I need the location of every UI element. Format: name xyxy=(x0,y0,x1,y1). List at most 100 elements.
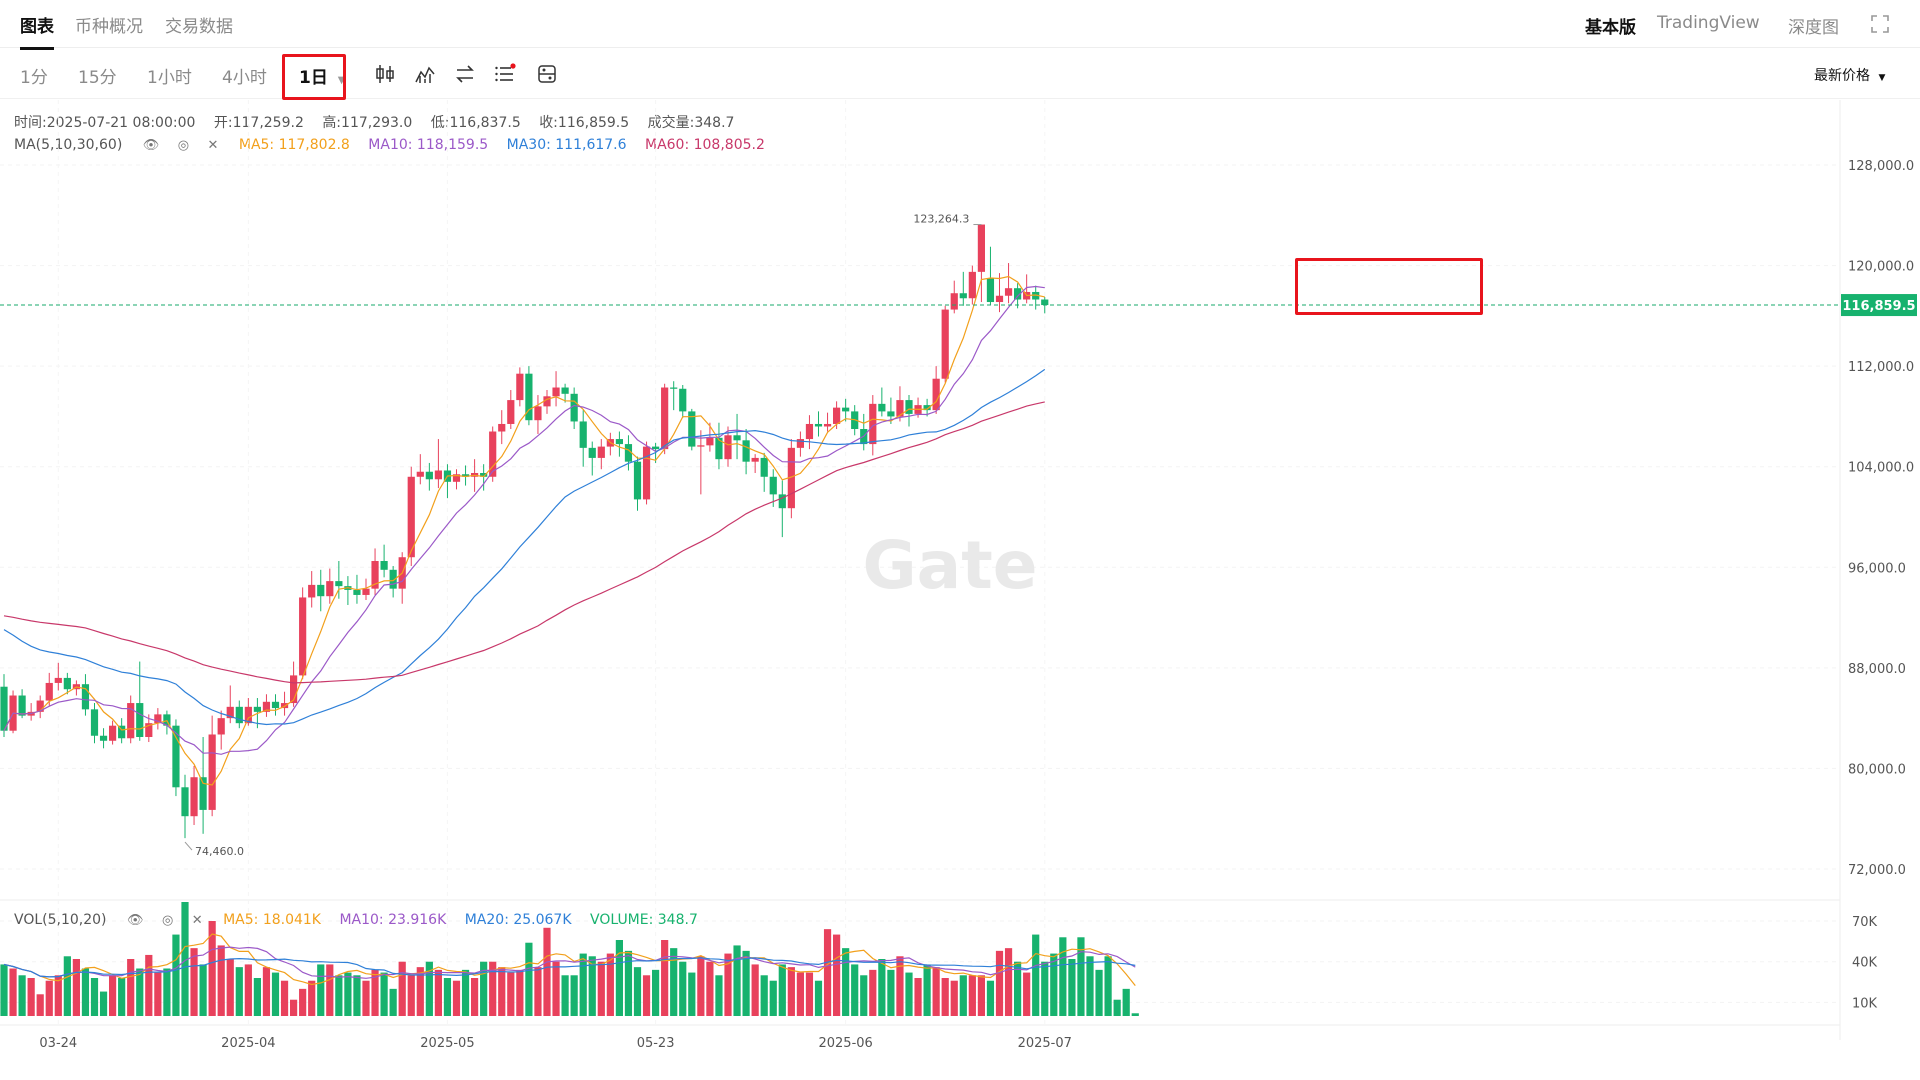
interval-4h[interactable]: 4小时 xyxy=(222,68,267,88)
volume-bar xyxy=(461,969,470,1016)
volume-bar xyxy=(181,902,189,1016)
price-tick-label: 112,000.0 xyxy=(1848,360,1914,375)
ma-legend-title: MA(5,10,30,60) xyxy=(14,137,123,153)
volume-bar xyxy=(380,972,388,1016)
volume-bar xyxy=(733,945,741,1016)
price-type-select[interactable]: 最新价格 ▼ xyxy=(1814,65,1885,85)
volume-bar xyxy=(99,991,108,1016)
volume-bar xyxy=(1023,972,1031,1016)
price-tick-label: 120,000.0 xyxy=(1848,260,1914,275)
ohlc-close: 收:116,859.5 xyxy=(539,115,629,131)
volume-bar xyxy=(923,964,931,1016)
volume-bar xyxy=(1077,937,1085,1016)
ma10-line xyxy=(3,285,1045,755)
candle-body xyxy=(1032,291,1040,300)
candle-body xyxy=(81,684,90,710)
volume-bar xyxy=(851,964,859,1016)
volume-bar xyxy=(905,972,913,1016)
volume-bar xyxy=(299,988,307,1016)
tab-coin-overview[interactable]: 币种概况 xyxy=(75,17,143,37)
candle-body xyxy=(154,714,162,724)
volume-tick-label: 40K xyxy=(1852,956,1878,971)
fullscreen-icon[interactable] xyxy=(1870,14,1890,34)
volume-bar xyxy=(489,961,497,1016)
tab-chart[interactable]: 图表 xyxy=(20,12,54,50)
ohlc-time-value: 2025-07-21 08:00:00 xyxy=(46,115,196,131)
indicator-icon[interactable] xyxy=(414,63,436,85)
tab-trading-data[interactable]: 交易数据 xyxy=(165,17,233,37)
candle-body xyxy=(425,471,433,480)
drawing-tools-icon[interactable] xyxy=(536,63,558,85)
candle-body xyxy=(842,407,850,412)
volume-bar xyxy=(217,945,225,1016)
volume-bar xyxy=(823,929,832,1016)
candle-body xyxy=(561,387,569,394)
candle-body xyxy=(932,378,940,411)
volume-bar xyxy=(235,967,243,1016)
candle-body xyxy=(45,682,53,701)
close-icon[interactable]: ✕ xyxy=(207,138,219,153)
interval-1d-label: 1日 xyxy=(299,68,328,88)
volume-bar xyxy=(172,934,180,1016)
tab-basic-version[interactable]: 基本版 xyxy=(1585,18,1636,38)
ma5-line xyxy=(3,275,1045,786)
volume-bar xyxy=(389,988,397,1016)
candlestick-type-icon[interactable] xyxy=(374,63,396,85)
volume-bar xyxy=(1032,934,1040,1016)
candle-body xyxy=(633,461,642,500)
close-icon[interactable]: ✕ xyxy=(191,913,203,928)
ohlc-close-label: 收: xyxy=(539,115,558,131)
min-price-pointer xyxy=(184,841,193,851)
volume-bar xyxy=(253,978,261,1016)
interval-1d[interactable]: 1日 ▼ xyxy=(299,63,345,88)
settings-circle-icon[interactable]: ◎ xyxy=(177,138,190,153)
candle-body xyxy=(642,446,651,500)
settings-list-icon[interactable] xyxy=(494,63,516,85)
candle-body xyxy=(878,403,886,412)
volume-bar xyxy=(226,959,234,1016)
candle-body xyxy=(814,423,823,427)
interval-15m[interactable]: 15分 xyxy=(78,68,117,88)
volume-bar xyxy=(588,956,596,1016)
volume-bar xyxy=(995,950,1004,1016)
volume-bar xyxy=(715,975,723,1016)
settings-circle-icon[interactable]: ◎ xyxy=(161,913,174,928)
volume-bar xyxy=(127,959,135,1016)
volume-bar xyxy=(769,980,777,1016)
volume-bar xyxy=(932,967,940,1016)
volume-bar xyxy=(878,959,886,1016)
volume-bar xyxy=(706,961,714,1016)
interval-1h[interactable]: 1小时 xyxy=(147,68,192,88)
ma60-line xyxy=(3,401,1045,684)
volume-bar xyxy=(534,967,542,1016)
candle-body xyxy=(887,411,895,417)
ohlc-open: 开:117,259.2 xyxy=(214,115,304,131)
candle-body xyxy=(109,725,117,741)
price-tick-label: 88,000.0 xyxy=(1848,662,1906,677)
interval-1m[interactable]: 1分 xyxy=(20,68,48,88)
tab-tradingview[interactable]: TradingView xyxy=(1657,13,1760,33)
candle-body xyxy=(461,474,470,477)
volume-bar xyxy=(552,961,560,1016)
ohlc-volume: 成交量:348.7 xyxy=(648,115,735,131)
price-chart[interactable]: Gate 116,859.5 123,264.3 74,460.0 128,000.… xyxy=(0,100,1920,1080)
vol-ma10-line xyxy=(3,946,1136,979)
ohlc-low: 低:116,837.5 xyxy=(431,115,521,131)
volume-bar xyxy=(860,975,868,1016)
compare-swap-icon[interactable] xyxy=(454,63,476,85)
volume-bar xyxy=(425,961,433,1016)
eye-icon[interactable]: 👁 xyxy=(142,138,160,153)
price-axis: 128,000.0 120,000.0 112,000.0 104,000.0 96,0… xyxy=(1848,159,1914,1011)
volume-bar xyxy=(371,969,379,1016)
volume-bar xyxy=(36,994,44,1016)
candle-body xyxy=(498,423,506,432)
candle-body xyxy=(127,703,135,739)
candle-body xyxy=(90,709,99,736)
tab-depth-chart[interactable]: 深度图 xyxy=(1788,18,1839,38)
volume-layer xyxy=(0,902,1139,1016)
eye-icon[interactable]: 👁 xyxy=(126,913,144,928)
candle-body xyxy=(760,457,768,477)
highlight-box-interval xyxy=(282,54,346,100)
ohlc-low-value: 116,837.5 xyxy=(449,115,521,131)
volume-bar xyxy=(968,975,976,1016)
